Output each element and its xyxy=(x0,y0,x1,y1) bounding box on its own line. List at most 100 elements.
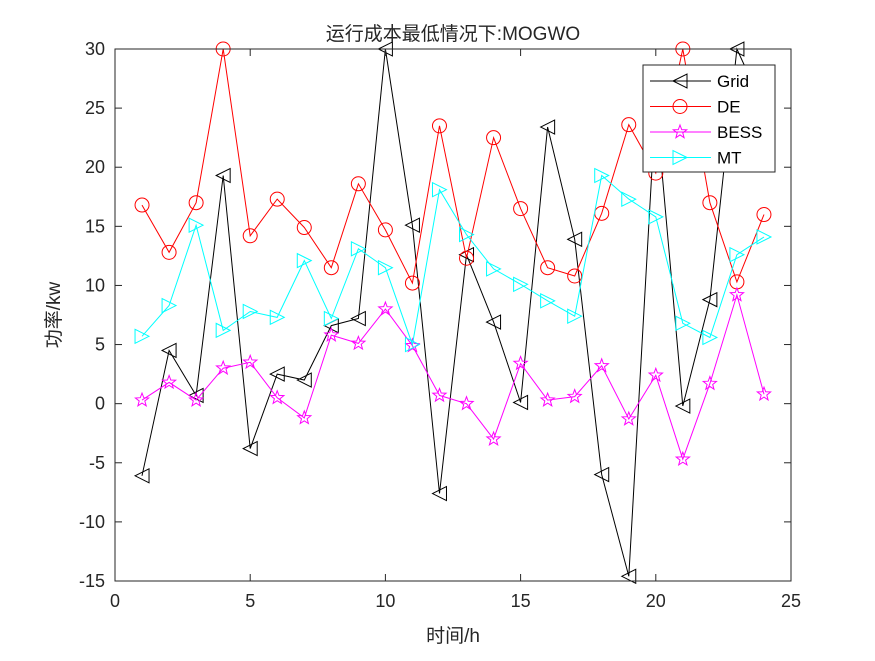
x-tick-label: 25 xyxy=(781,591,801,611)
axes: 0 5 10 15 20 25 -15 -10 -5 0 5 10 15 20 25 30 xyxy=(79,39,801,611)
data-point-bess xyxy=(215,359,232,376)
data-point-bess xyxy=(620,410,637,426)
data-point-de xyxy=(702,195,718,211)
legend-label: DE xyxy=(717,98,741,117)
data-point-de xyxy=(404,275,420,291)
data-point-grid xyxy=(242,440,258,457)
data-point-bess xyxy=(350,334,367,351)
data-point-grid xyxy=(350,310,366,327)
data-point-mt xyxy=(729,246,746,263)
data-point-grid xyxy=(404,217,420,233)
legend-label: Grid xyxy=(717,72,749,91)
data-point-mt xyxy=(486,261,502,277)
data-point-mt xyxy=(242,303,259,320)
data-point-de xyxy=(350,176,366,192)
data-point-de xyxy=(513,201,529,217)
data-point-bess xyxy=(188,391,205,407)
data-point-grid xyxy=(296,372,312,388)
data-point-mt xyxy=(540,293,556,309)
data-point-mt xyxy=(459,226,475,243)
y-tick-label: 30 xyxy=(85,39,105,59)
data-point-mt xyxy=(567,308,583,324)
data-point-grid xyxy=(674,398,691,414)
data-point-mt xyxy=(134,328,151,345)
x-axis-label: 时间/h xyxy=(426,625,480,647)
x-tick-label: 15 xyxy=(511,591,531,611)
legend-item-grid: Grid xyxy=(650,72,749,91)
y-tick-label: 5 xyxy=(95,335,105,355)
data-point-bess xyxy=(161,373,178,390)
data-point-bess xyxy=(485,430,502,446)
series-line-bess xyxy=(141,293,765,461)
data-point-de xyxy=(567,268,583,284)
data-point-bess xyxy=(134,391,151,407)
legend-marker-grid xyxy=(671,73,688,89)
x-tick-label: 0 xyxy=(110,591,120,611)
data-point-bess xyxy=(647,366,664,383)
legend-item-mt: MT xyxy=(650,149,742,168)
data-point-de xyxy=(269,191,285,207)
series-mt xyxy=(134,167,773,353)
y-axis-label: 功率/kw xyxy=(43,281,65,348)
chart-title: 运行成本最低情况下:MOGWO xyxy=(326,23,580,45)
data-point-bess xyxy=(431,386,448,403)
data-point-bess xyxy=(728,286,745,302)
data-point-mt xyxy=(188,217,205,233)
data-point-de xyxy=(323,260,339,276)
data-point-de xyxy=(486,130,502,146)
data-point-grid xyxy=(431,485,447,502)
y-tick-label: 25 xyxy=(85,98,105,118)
x-tick-label: 10 xyxy=(375,591,395,611)
data-point-bess xyxy=(269,389,286,405)
data-point-de xyxy=(756,207,772,223)
legend: Grid DE BESS MT xyxy=(642,64,776,173)
data-point-mt xyxy=(702,329,718,346)
data-point-grid xyxy=(269,366,285,382)
data-point-bess xyxy=(323,326,340,342)
series-bess xyxy=(134,286,772,467)
data-point-grid xyxy=(539,119,556,135)
legend-marker-bess xyxy=(671,123,689,139)
legend-label: MT xyxy=(717,149,742,168)
data-point-de xyxy=(621,117,637,133)
y-tick-label: -15 xyxy=(79,571,105,591)
data-point-mt xyxy=(513,276,529,293)
data-point-bess xyxy=(296,409,313,425)
y-tick-label: 10 xyxy=(85,275,105,295)
series-line-mt xyxy=(141,174,765,347)
axes-box xyxy=(114,48,792,582)
data-point-bess xyxy=(512,355,529,371)
data-point-de xyxy=(188,195,204,211)
y-tick-label: 0 xyxy=(95,394,105,414)
data-point-mt xyxy=(323,310,340,327)
legend-marker-mt xyxy=(672,149,689,166)
data-point-mt xyxy=(404,336,421,353)
series-de xyxy=(134,41,772,291)
data-point-grid xyxy=(160,342,177,359)
data-point-bess xyxy=(242,353,259,370)
x-tick-label: 5 xyxy=(245,591,255,611)
data-point-grid xyxy=(133,467,150,484)
data-point-grid xyxy=(701,291,718,308)
data-point-grid xyxy=(620,568,637,585)
data-point-mt xyxy=(648,209,664,225)
data-point-grid xyxy=(566,231,583,248)
data-point-bess xyxy=(674,450,691,467)
data-point-bess xyxy=(458,395,475,411)
data-point-mt xyxy=(621,191,637,207)
data-point-de xyxy=(134,197,150,213)
x-tick-label: 20 xyxy=(646,591,666,611)
y-tick-label: -5 xyxy=(89,453,105,473)
y-tick-label: -10 xyxy=(79,512,105,532)
legend-item-bess: BESS xyxy=(650,123,762,142)
legend-marker-de xyxy=(672,99,688,114)
data-point-mt xyxy=(377,259,394,276)
data-point-mt xyxy=(215,322,232,339)
data-point-mt xyxy=(756,229,773,245)
data-point-bess xyxy=(755,385,772,402)
data-point-bess xyxy=(593,357,610,373)
y-tick-label: 20 xyxy=(85,157,105,177)
data-point-bess xyxy=(701,375,718,391)
data-point-de xyxy=(377,222,393,238)
